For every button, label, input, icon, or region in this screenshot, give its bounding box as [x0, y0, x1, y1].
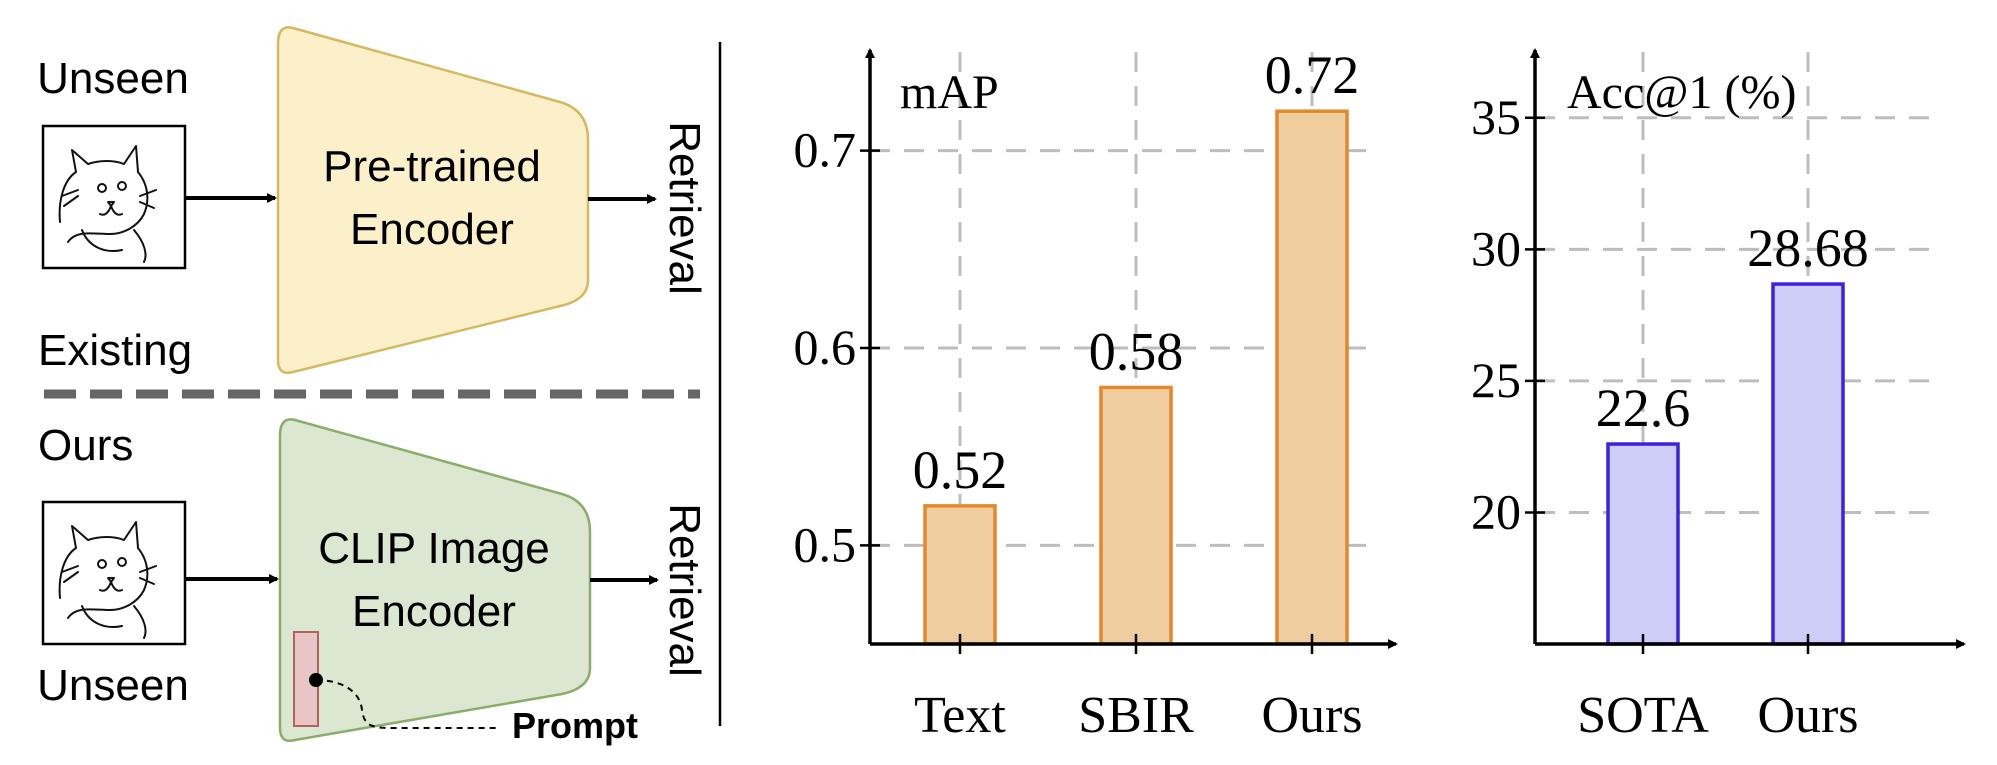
prompt-label: Prompt — [512, 705, 638, 746]
map-bar-ours — [1275, 109, 1349, 646]
acc1-ytick-label: 35 — [1471, 89, 1521, 145]
acc1-bar-ours — [1771, 282, 1845, 646]
map-value-label: 0.58 — [1089, 321, 1184, 381]
acc1-grid — [1535, 52, 1938, 644]
map-value-label: 0.72 — [1265, 45, 1360, 105]
map-bar-chart: 0.52 0.58 0.72 0.5 0.6 0.7 Text SBIR Ours mAP — [794, 45, 1398, 744]
map-category-label: Text — [914, 687, 1006, 744]
acc1-bar-sota — [1606, 442, 1680, 646]
existing-pipeline: Unseen Pre-trained Encoder Retrieval Exi… — [37, 26, 709, 375]
ours-encoder-label-line2: Encoder — [352, 587, 516, 636]
existing-encoder-label-line1: Pre-trained — [323, 142, 541, 191]
ours-encoder-label-line1: CLIP Image — [318, 524, 550, 573]
ours-input-image — [41, 500, 187, 646]
existing-encoder-label-line2: Encoder — [350, 205, 514, 254]
existing-input-image — [41, 124, 187, 270]
map-bar-sbir — [1099, 385, 1173, 646]
acc1-bars: 22.6 28.68 — [1596, 218, 1869, 646]
ours-pipeline: Ours Unseen CLIP Image Encoder Prompt Re… — [37, 418, 709, 746]
map-ylabel: mAP — [900, 66, 999, 119]
acc1-ylabel: Acc@1 (%) — [1567, 66, 1796, 119]
acc1-value-label: 22.6 — [1596, 378, 1691, 438]
existing-input-label: Unseen — [37, 54, 189, 103]
acc1-bar-chart: 22.6 28.68 20 25 30 35 SOTA Ours Acc@1 (%) — [1471, 48, 1966, 744]
map-bar-text — [923, 504, 997, 646]
map-ytick-label: 0.7 — [794, 122, 857, 178]
acc1-ytick-label: 30 — [1471, 220, 1521, 276]
acc1-ytick-label: 25 — [1471, 352, 1521, 408]
acc1-axes: 20 25 30 35 SOTA Ours — [1471, 48, 1966, 744]
ours-section-label: Ours — [38, 421, 133, 470]
existing-retrieval-label: Retrieval — [660, 121, 709, 295]
pipeline-diagram: Unseen Pre-trained Encoder Retrieval Exi… — [37, 26, 722, 746]
ours-encoder-block — [278, 418, 592, 742]
acc1-value-label: 28.68 — [1747, 218, 1869, 278]
existing-section-label: Existing — [38, 326, 192, 375]
acc1-ytick-label: 20 — [1471, 483, 1521, 539]
map-category-label: SBIR — [1078, 687, 1194, 744]
acc1-category-label: SOTA — [1577, 687, 1709, 744]
map-ytick-label: 0.6 — [794, 319, 857, 375]
ours-input-label: Unseen — [37, 661, 189, 710]
map-value-label: 0.52 — [913, 440, 1008, 500]
map-category-label: Ours — [1261, 687, 1362, 744]
map-axes: 0.5 0.6 0.7 Text SBIR Ours — [794, 48, 1398, 744]
prompt-leader-line — [315, 679, 496, 729]
ours-retrieval-label: Retrieval — [660, 503, 709, 677]
acc1-category-label: Ours — [1757, 687, 1858, 744]
map-ytick-label: 0.5 — [794, 516, 857, 572]
map-bars: 0.52 0.58 0.72 — [913, 45, 1360, 646]
existing-encoder-block — [276, 26, 590, 374]
